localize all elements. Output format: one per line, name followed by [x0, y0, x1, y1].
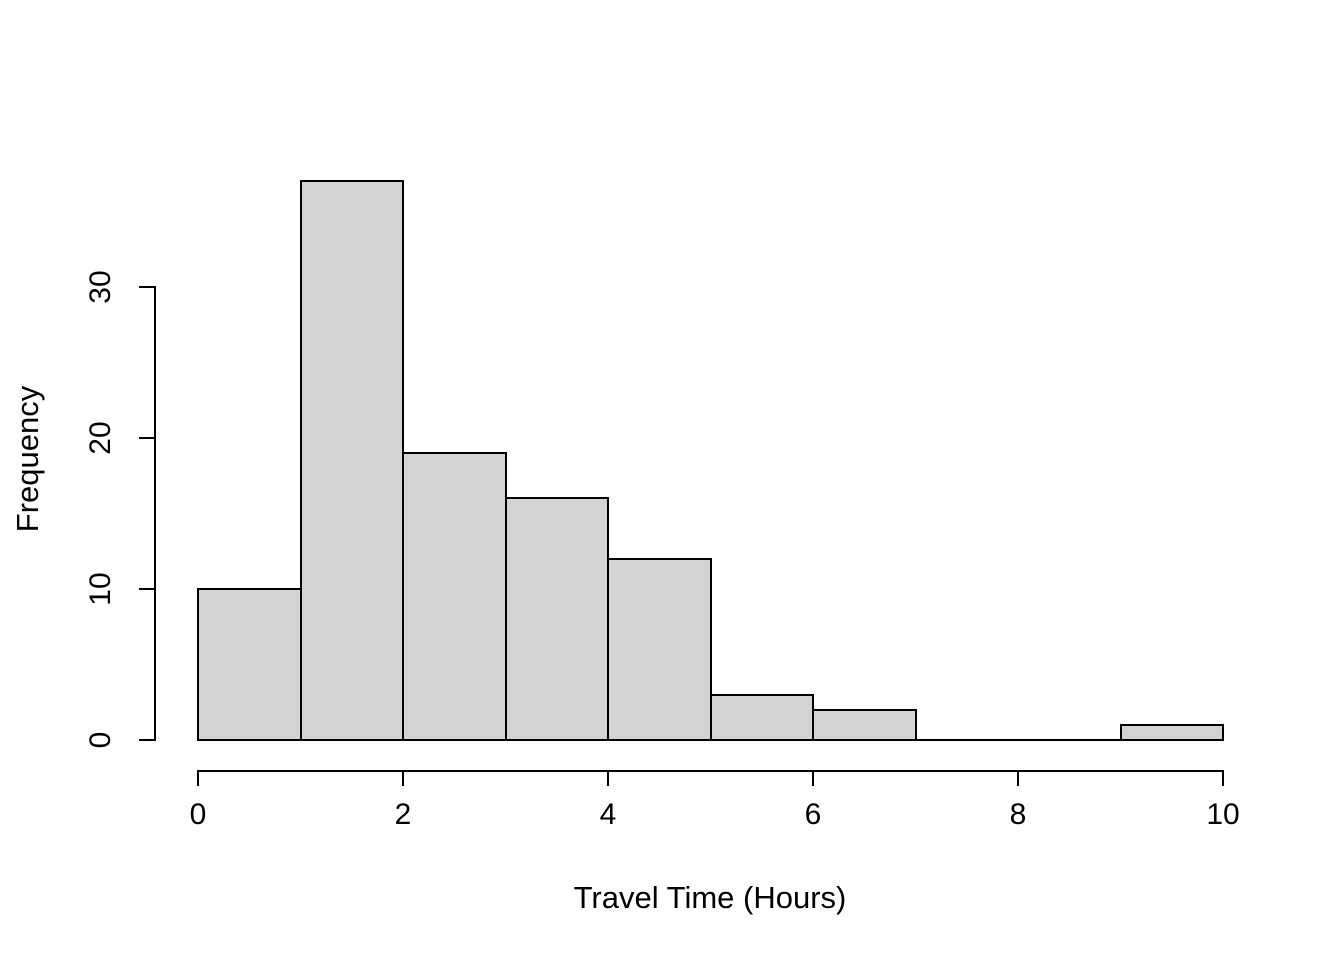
x-tick-label: 4	[599, 798, 617, 831]
y-axis-tick	[139, 286, 155, 288]
histogram-bar	[709, 693, 814, 741]
y-tick-label: 0	[84, 731, 117, 749]
x-axis-tick	[607, 770, 609, 786]
x-axis-tick	[197, 770, 199, 786]
x-axis-tick	[402, 770, 404, 786]
y-axis-title: Frequency	[10, 385, 45, 533]
y-tick-label: 30	[84, 270, 117, 304]
x-tick-label: 10	[1206, 798, 1240, 831]
x-axis-tick	[1017, 770, 1019, 786]
histogram-bar	[299, 180, 404, 741]
x-axis-line	[197, 770, 1224, 772]
y-tick-label: 20	[84, 421, 117, 455]
y-axis-tick	[139, 437, 155, 439]
x-tick-label: 0	[189, 798, 207, 831]
y-axis-line	[154, 286, 156, 741]
histogram-bar	[402, 452, 507, 741]
y-axis-tick	[139, 588, 155, 590]
x-tick-label: 2	[394, 798, 412, 831]
x-axis-tick	[812, 770, 814, 786]
histogram-baseline	[197, 739, 1224, 741]
y-tick-label: 10	[84, 572, 117, 606]
x-tick-label: 6	[804, 798, 822, 831]
x-tick-label: 8	[1009, 798, 1027, 831]
histogram-bar	[197, 588, 302, 741]
histogram-bar	[812, 708, 917, 741]
histogram-bar	[504, 497, 609, 741]
x-axis-title: Travel Time (Hours)	[573, 880, 847, 915]
y-axis-tick	[139, 739, 155, 741]
x-axis-tick	[1222, 770, 1224, 786]
histogram-bar	[607, 557, 712, 741]
